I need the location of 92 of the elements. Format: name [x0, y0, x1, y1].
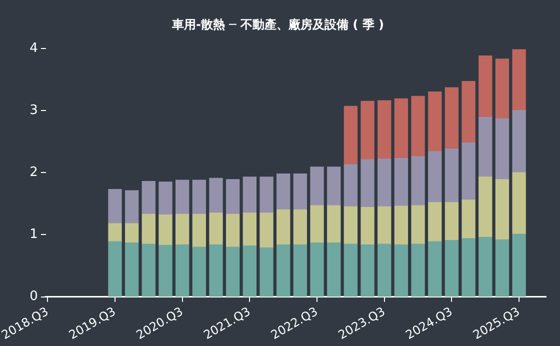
bar [226, 214, 240, 248]
y-tick-label: 3 [30, 102, 38, 118]
bar [512, 49, 526, 111]
bar [176, 244, 190, 297]
bar [378, 206, 392, 244]
bar [310, 205, 324, 244]
bar [158, 214, 172, 246]
bar [444, 148, 459, 203]
bar [327, 205, 341, 244]
bar [344, 206, 358, 244]
bar [242, 212, 257, 246]
bar [293, 210, 308, 245]
bar [260, 247, 274, 297]
bar [293, 244, 308, 297]
bar [108, 189, 122, 224]
bar [260, 176, 274, 214]
bar [142, 214, 156, 244]
bar [209, 212, 223, 245]
bar [428, 241, 442, 297]
chart-title: 車用-散熱 ─ 不動產、廠房及設備 ( 季 ) [170, 17, 384, 32]
bar [462, 200, 476, 239]
bar [411, 205, 425, 244]
bar [226, 246, 240, 297]
bar [411, 96, 425, 157]
bar [512, 234, 526, 297]
bar [226, 179, 240, 215]
bar [394, 244, 408, 297]
bar [462, 80, 476, 144]
bar [327, 166, 341, 206]
bar [411, 156, 425, 206]
bar [310, 166, 324, 206]
bar [310, 242, 324, 297]
bar [327, 242, 341, 297]
bar [360, 159, 374, 208]
bar [495, 239, 510, 297]
bar [428, 202, 442, 242]
bar [360, 244, 374, 297]
bar [108, 223, 122, 242]
y-tick-label: 1 [30, 227, 38, 242]
bar [394, 98, 408, 159]
bar [242, 176, 257, 214]
y-tick-label: 4 [30, 40, 38, 56]
bar [378, 158, 392, 208]
bar [124, 223, 139, 244]
bar [512, 110, 526, 173]
bar [444, 87, 459, 150]
bar [428, 92, 442, 152]
bar [478, 56, 492, 118]
bar [276, 244, 290, 297]
bar [478, 117, 492, 178]
bar [108, 241, 122, 297]
bar [209, 244, 223, 297]
bar [158, 244, 172, 297]
bar [360, 207, 374, 245]
bar [444, 240, 459, 297]
bar [276, 174, 290, 210]
bar [209, 178, 223, 214]
bar [192, 214, 206, 248]
bar [394, 158, 408, 206]
bar [462, 142, 476, 200]
bar [344, 164, 358, 208]
bar [124, 190, 139, 224]
bar [293, 174, 308, 210]
bar [192, 180, 206, 215]
bar [142, 244, 156, 297]
bar [124, 242, 139, 297]
bar [176, 180, 190, 215]
bar [192, 246, 206, 297]
bar [378, 100, 392, 160]
bar [378, 244, 392, 297]
bar [142, 180, 156, 215]
bar [512, 172, 526, 234]
bar [276, 210, 290, 245]
bar [158, 182, 172, 216]
bar [344, 244, 358, 297]
bar [360, 100, 374, 160]
y-tick-label: 0 [30, 289, 38, 304]
bar [444, 202, 459, 241]
y-tick-label: 2 [30, 164, 38, 180]
bar [478, 176, 492, 238]
bar [428, 151, 442, 203]
bar [394, 206, 408, 245]
bar [495, 58, 510, 119]
bar [242, 246, 257, 297]
bar [176, 214, 190, 245]
bar [462, 238, 476, 297]
bar [344, 106, 358, 165]
bar [495, 179, 510, 240]
bar [411, 244, 425, 297]
bar [495, 118, 510, 180]
bar [260, 212, 274, 248]
bar [478, 236, 492, 297]
